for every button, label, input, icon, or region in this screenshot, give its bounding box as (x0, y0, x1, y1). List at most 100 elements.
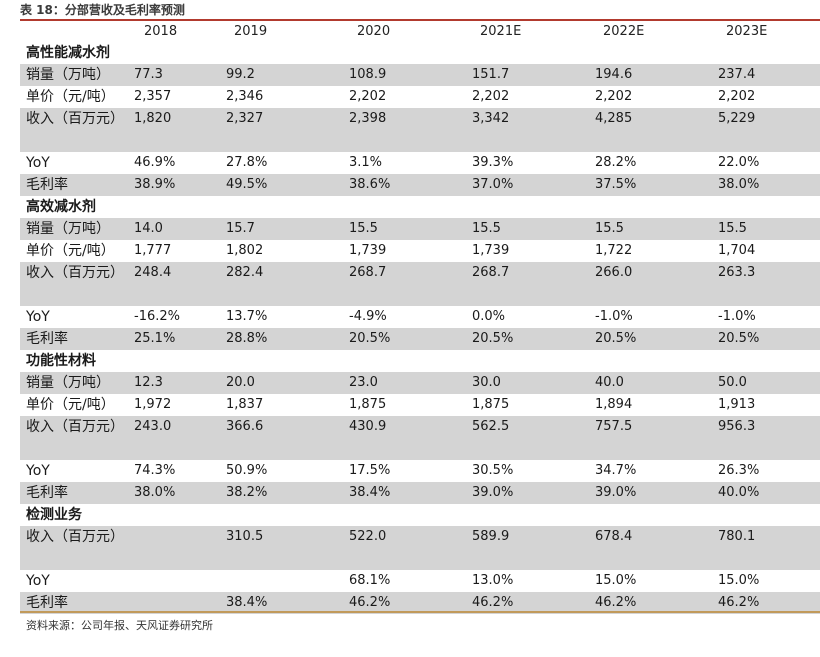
table-cell: 39.3% (472, 155, 514, 170)
table-cell: 38.4% (220, 592, 343, 614)
table-cell: 2,398 (343, 108, 466, 152)
table-cell: 1,820 (130, 108, 220, 152)
table-cell: 2,202 (595, 89, 633, 104)
table-cell: 13.7% (226, 309, 268, 324)
table-cell: 27.8% (226, 155, 268, 170)
table-cell (130, 570, 220, 592)
row-label: 毛利率 (20, 592, 130, 614)
table-cell: 30.5% (472, 463, 514, 478)
section-title: 高性能减水剂 (26, 45, 110, 61)
table-cell: 46.2% (343, 592, 466, 614)
table-cell: 678.4 (589, 526, 712, 570)
section-row: 高效减水剂 (20, 196, 820, 218)
table-row: 销量（万吨） 12.3 20.0 23.0 30.0 40.0 50.0 (20, 372, 820, 394)
table-cell: 20.0 (220, 372, 343, 394)
table-cell: 108.9 (343, 64, 466, 86)
table-cell: 1,913 (718, 397, 756, 412)
table-cell: 1,722 (595, 243, 633, 258)
table-cell: 2,202 (718, 89, 756, 104)
bottom-rule (20, 611, 820, 613)
table-row: 销量（万吨） 77.3 99.2 108.9 151.7 194.6 237.4 (20, 64, 820, 86)
table-cell: 194.6 (589, 64, 712, 86)
table-cell: 40.0% (712, 482, 820, 504)
source-note: 资料来源：公司年报、天风证券研究所 (26, 619, 213, 632)
table-cell: 46.9% (134, 155, 176, 170)
table-row: 单价（元/吨） 2,357 2,346 2,202 2,202 2,202 2,202 (20, 86, 820, 108)
table-cell: 40.0 (589, 372, 712, 394)
table-body: 高性能减水剂销量（万吨） 77.3 99.2 108.9 151.7 194.6 237.4… (20, 42, 820, 614)
row-label: 毛利率 (20, 174, 130, 196)
table-cell: 38.0% (712, 174, 820, 196)
table-cell: -1.0% (718, 309, 756, 324)
table-cell: 366.6 (220, 416, 343, 460)
table-cell: 282.4 (220, 262, 343, 306)
section-title: 检测业务 (26, 507, 82, 523)
table-row: 单价（元/吨） 1,972 1,837 1,875 1,875 1,894 1,913 (20, 394, 820, 416)
table-cell: 26.3% (718, 463, 760, 478)
table-cell (130, 592, 220, 614)
table-row: 销量（万吨） 14.0 15.7 15.5 15.5 15.5 15.5 (20, 218, 820, 240)
row-label: 收入（百万元） (20, 108, 130, 152)
row-label: YoY (26, 573, 50, 589)
header-cell: 2019 (220, 21, 343, 42)
table-cell: 74.3% (134, 463, 176, 478)
row-label: 销量（万吨） (20, 64, 130, 86)
header-cell: 2022E (589, 21, 712, 42)
table-cell: 310.5 (220, 526, 343, 570)
table-cell: 1,777 (134, 243, 172, 258)
table-title: 表 18：分部营收及毛利率预测 (20, 3, 185, 17)
table-cell: 13.0% (472, 573, 514, 588)
table-row: YoY 68.1% 13.0% 15.0% 15.0% (20, 570, 820, 592)
table-cell: 77.3 (130, 64, 220, 86)
table-cell: 1,739 (472, 243, 510, 258)
table-cell: 268.7 (466, 262, 589, 306)
table-cell: 46.2% (589, 592, 712, 614)
table-cell: 248.4 (130, 262, 220, 306)
table-cell: 50.0 (712, 372, 820, 394)
table-row: 毛利率 38.0% 38.2% 38.4% 39.0% 39.0% 40.0% (20, 482, 820, 504)
table-cell (130, 526, 220, 570)
table-cell: 1,875 (349, 397, 387, 412)
row-label: YoY (26, 309, 50, 325)
table-cell: 99.2 (220, 64, 343, 86)
top-rule (20, 19, 820, 21)
table-cell: 15.7 (220, 218, 343, 240)
forecast-table: 2018 2019 2020 2021E 2022E 2023E 高性能减水剂销… (20, 21, 820, 614)
table-row: 毛利率 38.9% 49.5% 38.6% 37.0% 37.5% 38.0% (20, 174, 820, 196)
table-cell: 268.7 (343, 262, 466, 306)
table-cell: 956.3 (712, 416, 820, 460)
table-cell: 68.1% (349, 573, 391, 588)
header-cell-empty (20, 21, 130, 42)
table-cell: 151.7 (466, 64, 589, 86)
table-cell: 20.5% (589, 328, 712, 350)
row-label: 收入（百万元） (20, 526, 130, 570)
table-row: YoY 46.9% 27.8% 3.1% 39.3% 28.2% 22.0% (20, 152, 820, 174)
table-cell: 2,346 (226, 89, 264, 104)
table-cell: 263.3 (712, 262, 820, 306)
row-label: YoY (26, 463, 50, 479)
section-title: 高效减水剂 (26, 199, 96, 215)
row-label: 毛利率 (20, 328, 130, 350)
table-cell (220, 570, 343, 592)
header-cell: 2023E (712, 21, 820, 42)
table-cell: 1,837 (226, 397, 264, 412)
table-cell: 28.2% (595, 155, 637, 170)
table-cell: 17.5% (349, 463, 391, 478)
table-cell: 562.5 (466, 416, 589, 460)
table-cell: 46.2% (466, 592, 589, 614)
table-cell: 2,202 (472, 89, 510, 104)
table-cell: 37.0% (466, 174, 589, 196)
table-cell: -16.2% (134, 309, 180, 324)
table-cell: 39.0% (466, 482, 589, 504)
table-cell: -1.0% (595, 309, 633, 324)
table-row: 单价（元/吨） 1,777 1,802 1,739 1,739 1,722 1,704 (20, 240, 820, 262)
section-row: 检测业务 (20, 504, 820, 526)
table-cell: 20.5% (343, 328, 466, 350)
table-cell: 237.4 (712, 64, 820, 86)
table-cell: 15.0% (718, 573, 760, 588)
table-row: YoY 74.3% 50.9% 17.5% 30.5% 34.7% 26.3% (20, 460, 820, 482)
section-row: 高性能减水剂 (20, 42, 820, 64)
table-cell: 38.2% (220, 482, 343, 504)
table-cell: 39.0% (589, 482, 712, 504)
table-cell: -4.9% (349, 309, 387, 324)
